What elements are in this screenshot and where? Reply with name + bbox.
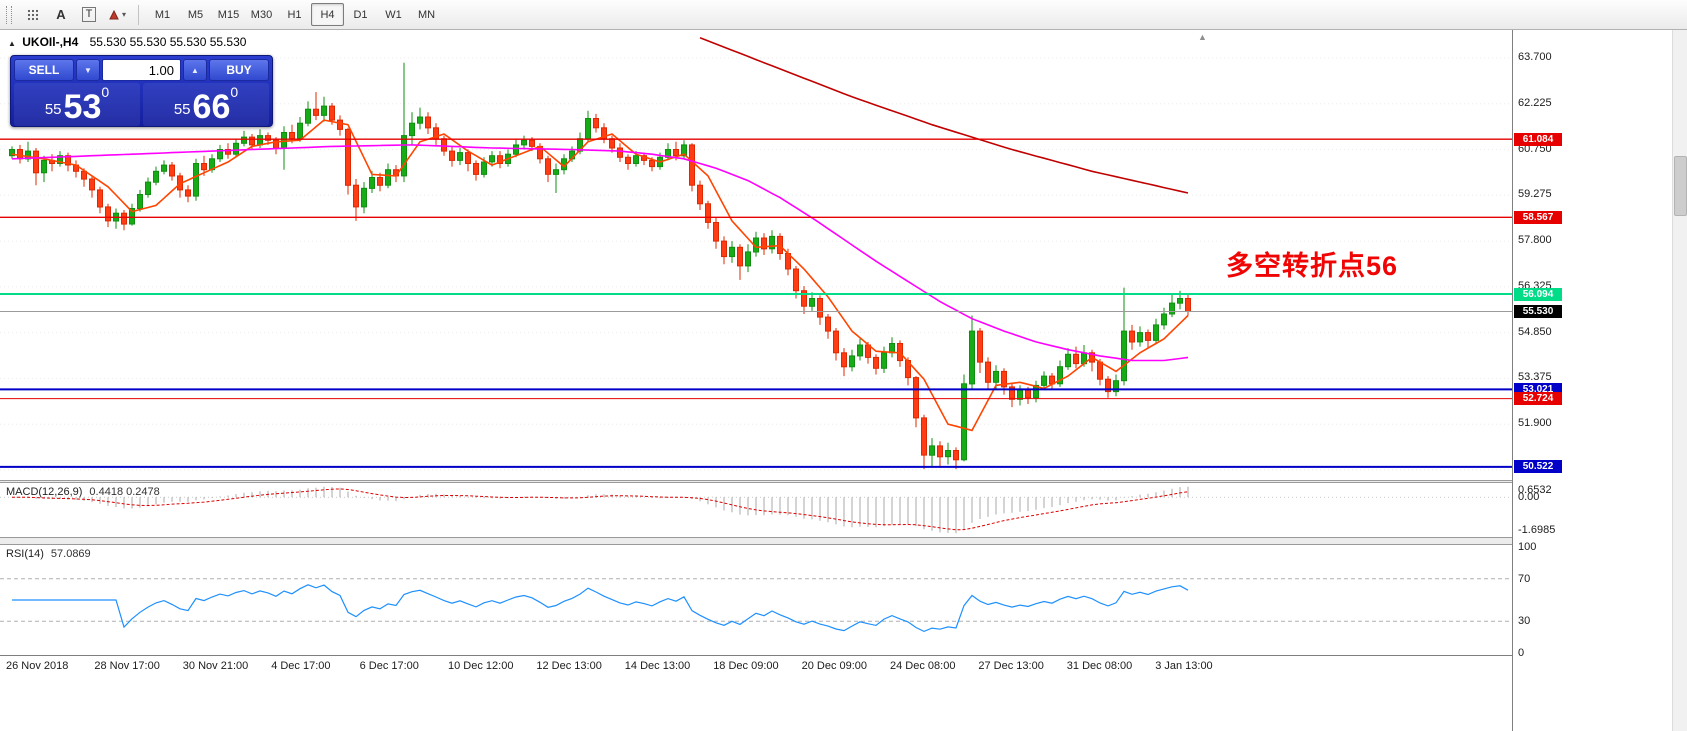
spinner-down-icon: ▼ — [84, 65, 92, 75]
buy-price-prefix: 55 — [173, 101, 191, 118]
shapes-dropdown-icon: ▾ — [121, 10, 126, 19]
shape-icon — [109, 9, 119, 19]
macd-name-label: MACD(12,26,9) — [6, 486, 83, 498]
time-label: 4 Dec 17:00 — [271, 660, 331, 672]
text-tool-icon: A — [56, 7, 66, 22]
time-axis[interactable]: 26 Nov 2018 28 Nov 17:00 30 Nov 21:00 4 Dec… — [0, 655, 1512, 678]
rsi-axis-label: 0 — [1518, 647, 1525, 659]
chart-shift-marker[interactable]: ▲ — [1198, 32, 1207, 42]
time-label: 30 Nov 21:00 — [182, 660, 249, 672]
spinner-up-icon: ▲ — [191, 65, 199, 75]
buy-price-big: 66 — [192, 88, 231, 126]
panel-splitter[interactable] — [0, 480, 1512, 483]
one-click-trading-panel: SELL ▼ ▲ BUY 55 53 0 55 66 — [10, 55, 273, 127]
price-tick-label: 53.375 — [1518, 371, 1552, 384]
buy-price-sup: 0 — [230, 84, 239, 100]
time-label: 10 Dec 12:00 — [448, 660, 514, 672]
rsi-axis-label: 100 — [1518, 541, 1537, 553]
price-level-badge: 56.094 — [1514, 287, 1562, 301]
timeframe-button-D1[interactable]: D1 — [353, 8, 368, 21]
label-tool-icon: T — [81, 7, 97, 22]
macd-axis-label: 0.00 — [1518, 491, 1540, 504]
macd-title: MACD(12,26,9) 0.4418 0.2478 — [6, 486, 160, 498]
rsi-title: RSI(14) 57.0869 — [6, 548, 91, 560]
chart-area: ▲ UKOIl-,H4 55.530 55.530 55.530 55.530 … — [0, 30, 1687, 731]
price-tick-label: 54.850 — [1518, 325, 1552, 338]
toolbar-separator — [138, 4, 139, 25]
price-level-badge: 58.567 — [1514, 210, 1562, 224]
timeframe-button-M15[interactable]: M15 — [217, 8, 240, 21]
timeframe-toolbar: M1 M5 M15 M30 H1 H4 D1 W1 MN — [146, 3, 443, 26]
oneclick-toggle-icon[interactable]: ▲ — [8, 39, 16, 48]
price-tick-label: 57.800 — [1518, 234, 1552, 247]
shapes-tool-button[interactable]: ▾ — [104, 3, 130, 27]
sell-price-prefix: 55 — [44, 101, 62, 118]
price-chart[interactable] — [0, 30, 1512, 482]
price-tick-label: 51.900 — [1518, 417, 1552, 430]
scrollbar-thumb[interactable] — [1674, 156, 1687, 216]
macd-panel[interactable] — [0, 483, 1512, 537]
price-axis[interactable]: 63.700 62.225 60.750 59.275 57.800 56.325 54.8… — [1512, 30, 1674, 731]
timeframe-button-M30[interactable]: M30 — [250, 8, 273, 21]
price-tick-label: 62.225 — [1518, 96, 1552, 109]
macd-axis-label: 0.6532 — [1518, 484, 1552, 496]
sell-price-big: 53 — [63, 88, 102, 126]
time-label: 31 Dec 08:00 — [1066, 660, 1133, 672]
panel-splitter[interactable] — [0, 537, 1512, 545]
time-label: 27 Dec 13:00 — [978, 660, 1044, 672]
rsi-value-label: 57.0869 — [50, 548, 91, 560]
time-label: 24 Dec 08:00 — [890, 660, 956, 672]
chart-annotation[interactable]: 多空转折点56 — [1226, 251, 1399, 281]
vertical-scrollbar[interactable] — [1672, 30, 1687, 731]
time-label: 3 Jan 13:00 — [1155, 660, 1213, 672]
time-label: 12 Dec 13:00 — [536, 660, 602, 672]
buy-price-display[interactable]: 55 66 0 — [143, 83, 269, 126]
sell-price-sup: 0 — [101, 84, 110, 100]
symbol-period-label: UKOIl-,H4 — [22, 35, 79, 49]
time-label: 14 Dec 13:00 — [624, 660, 691, 672]
grid-dots-icon — [27, 9, 39, 20]
volume-increase-button[interactable]: ▲ — [183, 59, 207, 81]
price-level-badge: 61.084 — [1514, 132, 1562, 146]
time-label: 6 Dec 17:00 — [359, 660, 419, 672]
toolbar: A T ▾ M1 M5 M15 M30 H1 H4 D1 W1 MN — [0, 0, 1687, 30]
price-level-badge: 50.522 — [1514, 460, 1562, 474]
timeframe-button-W1[interactable]: W1 — [385, 8, 402, 21]
timeframe-button-M5[interactable]: M5 — [187, 8, 204, 21]
macd-values-label: 0.4418 0.2478 — [89, 486, 160, 498]
ohlc-values: 55.530 55.530 55.530 55.530 — [89, 35, 247, 49]
buy-button[interactable]: BUY — [209, 59, 269, 81]
price-tick-label: 59.275 — [1518, 188, 1552, 201]
timeframe-button-MN[interactable]: MN — [417, 8, 436, 21]
time-label: 28 Nov 17:00 — [94, 660, 160, 672]
rsi-panel[interactable] — [0, 545, 1512, 655]
sell-button[interactable]: SELL — [14, 59, 74, 81]
price-level-badge: 52.724 — [1514, 392, 1562, 406]
volume-input[interactable] — [102, 59, 181, 81]
current-price-badge: 55.530 — [1514, 305, 1562, 318]
time-label: 18 Dec 09:00 — [713, 660, 779, 672]
text-tool-button[interactable]: A — [48, 3, 74, 27]
price-tick-label: 63.700 — [1518, 51, 1552, 63]
rsi-axis-label: 30 — [1518, 615, 1531, 628]
timeframe-button-H1[interactable]: H1 — [287, 8, 302, 21]
label-tool-button[interactable]: T — [76, 3, 102, 27]
macd-axis-label: -1.6985 — [1518, 524, 1556, 536]
toolbar-grip[interactable] — [6, 5, 12, 24]
timeframe-button-H4[interactable]: H4 — [311, 3, 344, 26]
grid-tool-icon[interactable] — [20, 3, 46, 27]
timeframe-button-M1[interactable]: M1 — [154, 8, 171, 21]
time-label: 20 Dec 09:00 — [801, 660, 868, 672]
rsi-axis-label: 70 — [1518, 572, 1531, 585]
volume-decrease-button[interactable]: ▼ — [76, 59, 100, 81]
sell-price-display[interactable]: 55 53 0 — [14, 83, 140, 126]
chart-title: ▲ UKOIl-,H4 55.530 55.530 55.530 55.530 — [8, 35, 246, 49]
time-label: 26 Nov 2018 — [6, 660, 69, 672]
rsi-name-label: RSI(14) — [6, 548, 44, 560]
